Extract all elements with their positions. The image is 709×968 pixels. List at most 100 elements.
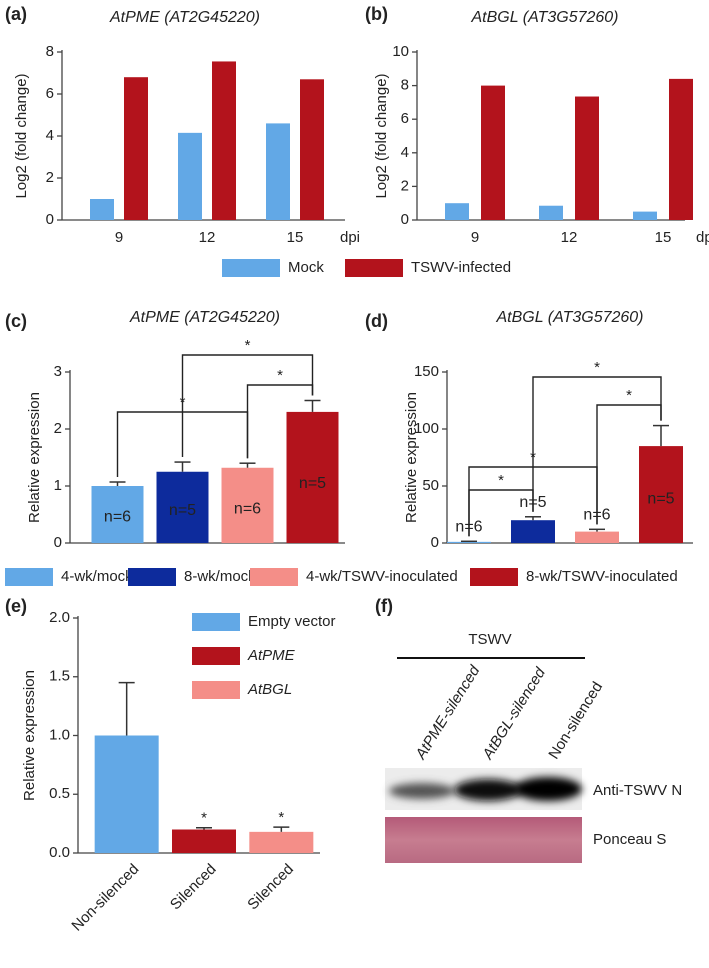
bar bbox=[249, 831, 314, 853]
significance-label: * bbox=[626, 387, 632, 404]
bar bbox=[445, 203, 469, 220]
panel-label: (c) bbox=[5, 311, 27, 331]
bar bbox=[172, 829, 236, 853]
lane-label: AtBGL-silenced bbox=[479, 664, 550, 763]
x-tick-label: Silenced bbox=[167, 861, 220, 914]
chart-title: AtPME (AT2G45220) bbox=[129, 309, 280, 326]
panel-label: (b) bbox=[365, 4, 388, 24]
bar bbox=[511, 520, 555, 543]
y-tick-label: 1.5 bbox=[49, 668, 70, 685]
bar bbox=[539, 205, 563, 220]
n-label: n=6 bbox=[234, 500, 261, 517]
chart-title: AtBGL (AT3G57260) bbox=[495, 309, 643, 326]
x-tick-label: Silenced bbox=[244, 861, 297, 914]
y-tick-label: 0 bbox=[431, 534, 439, 551]
y-tick-label: 6 bbox=[46, 85, 54, 102]
y-axis-label: Relative expression bbox=[403, 392, 420, 523]
panel-label: (e) bbox=[5, 596, 27, 616]
bar bbox=[156, 471, 209, 543]
bar bbox=[575, 96, 599, 220]
bar bbox=[639, 446, 683, 543]
y-tick-label: 1.0 bbox=[49, 726, 70, 743]
y-tick-label: 0.5 bbox=[49, 785, 70, 802]
x-axis-label: dpi bbox=[696, 229, 709, 246]
legend-label: 8-wk/TSWV-inoculated bbox=[526, 568, 678, 585]
bar bbox=[124, 77, 148, 220]
panel-label: (a) bbox=[5, 4, 27, 24]
panel-label: (f) bbox=[375, 596, 393, 616]
y-tick-label: 4 bbox=[401, 144, 409, 161]
y-tick-label: 0.0 bbox=[49, 844, 70, 861]
legend-label: AtPME bbox=[247, 647, 296, 664]
y-tick-label: 4 bbox=[46, 127, 54, 144]
x-tick-label: 9 bbox=[471, 229, 479, 246]
x-tick-label: 9 bbox=[115, 229, 123, 246]
y-axis-label: Log2 (fold change) bbox=[13, 73, 30, 198]
legend-swatch bbox=[470, 568, 518, 586]
bar bbox=[266, 123, 290, 220]
blot-group: TSWV bbox=[468, 631, 511, 648]
lane-label: AtPME-silenced bbox=[412, 662, 484, 763]
n-label: n=5 bbox=[169, 502, 196, 519]
y-tick-label: 10 bbox=[392, 43, 409, 60]
bar bbox=[575, 531, 619, 543]
y-tick-label: 8 bbox=[401, 77, 409, 94]
legend-swatch bbox=[192, 647, 240, 665]
n-label: n=5 bbox=[299, 475, 326, 492]
n-label: n=5 bbox=[647, 491, 674, 508]
legend-swatch bbox=[128, 568, 176, 586]
n-label: n=6 bbox=[104, 509, 131, 526]
chart-title: AtPME (AT2G45220) bbox=[109, 9, 260, 26]
y-tick-label: 6 bbox=[401, 110, 409, 127]
x-tick-label: 12 bbox=[561, 229, 578, 246]
significance-label: * bbox=[201, 810, 207, 827]
y-tick-label: 3 bbox=[54, 363, 62, 380]
bar bbox=[221, 467, 274, 543]
y-tick-label: 2 bbox=[401, 177, 409, 194]
bar bbox=[481, 85, 505, 220]
y-tick-label: 0 bbox=[54, 534, 62, 551]
y-tick-label: 0 bbox=[46, 211, 54, 228]
blot-band bbox=[514, 777, 582, 801]
significance-label: * bbox=[278, 809, 284, 826]
legend-label: Empty vector bbox=[248, 613, 336, 630]
lane-label: Non-silenced bbox=[545, 679, 606, 762]
bar bbox=[669, 78, 693, 220]
y-tick-label: 0 bbox=[401, 211, 409, 228]
ponceau-strip bbox=[385, 817, 582, 863]
significance-label: * bbox=[498, 472, 504, 489]
y-tick-label: 2 bbox=[54, 420, 62, 437]
y-axis-label: Relative expression bbox=[26, 392, 43, 523]
y-tick-label: 2.0 bbox=[49, 609, 70, 626]
legend-label: 8-wk/mock bbox=[184, 568, 256, 585]
y-tick-label: 50 bbox=[422, 477, 439, 494]
bar bbox=[286, 411, 339, 543]
x-tick-label: Non-silenced bbox=[68, 861, 142, 935]
y-tick-label: 100 bbox=[414, 420, 439, 437]
legend-label: 4-wk/TSWV-inoculated bbox=[306, 568, 458, 585]
bar bbox=[178, 132, 202, 220]
significance-bracket bbox=[181, 354, 314, 458]
x-tick-label: 15 bbox=[287, 229, 304, 246]
blot-band bbox=[454, 779, 522, 801]
blot-band bbox=[389, 783, 455, 799]
legend-label: Mock bbox=[288, 259, 324, 276]
bar bbox=[212, 61, 236, 221]
significance-label: * bbox=[277, 367, 283, 384]
legend-label: TSWV-infected bbox=[411, 259, 511, 276]
significance-label: * bbox=[594, 359, 600, 376]
legend-swatch bbox=[345, 259, 403, 277]
significance-bracket bbox=[246, 384, 314, 459]
chart-title: AtBGL (AT3G57260) bbox=[470, 9, 618, 26]
legend-swatch bbox=[192, 613, 240, 631]
legend-swatch bbox=[222, 259, 280, 277]
bar bbox=[90, 199, 114, 220]
bar bbox=[633, 211, 657, 220]
bar bbox=[447, 541, 491, 543]
legend-swatch bbox=[192, 681, 240, 699]
x-axis-label: dpi bbox=[340, 229, 360, 246]
legend-swatch bbox=[5, 568, 53, 586]
legend-label: 4-wk/mock bbox=[61, 568, 133, 585]
